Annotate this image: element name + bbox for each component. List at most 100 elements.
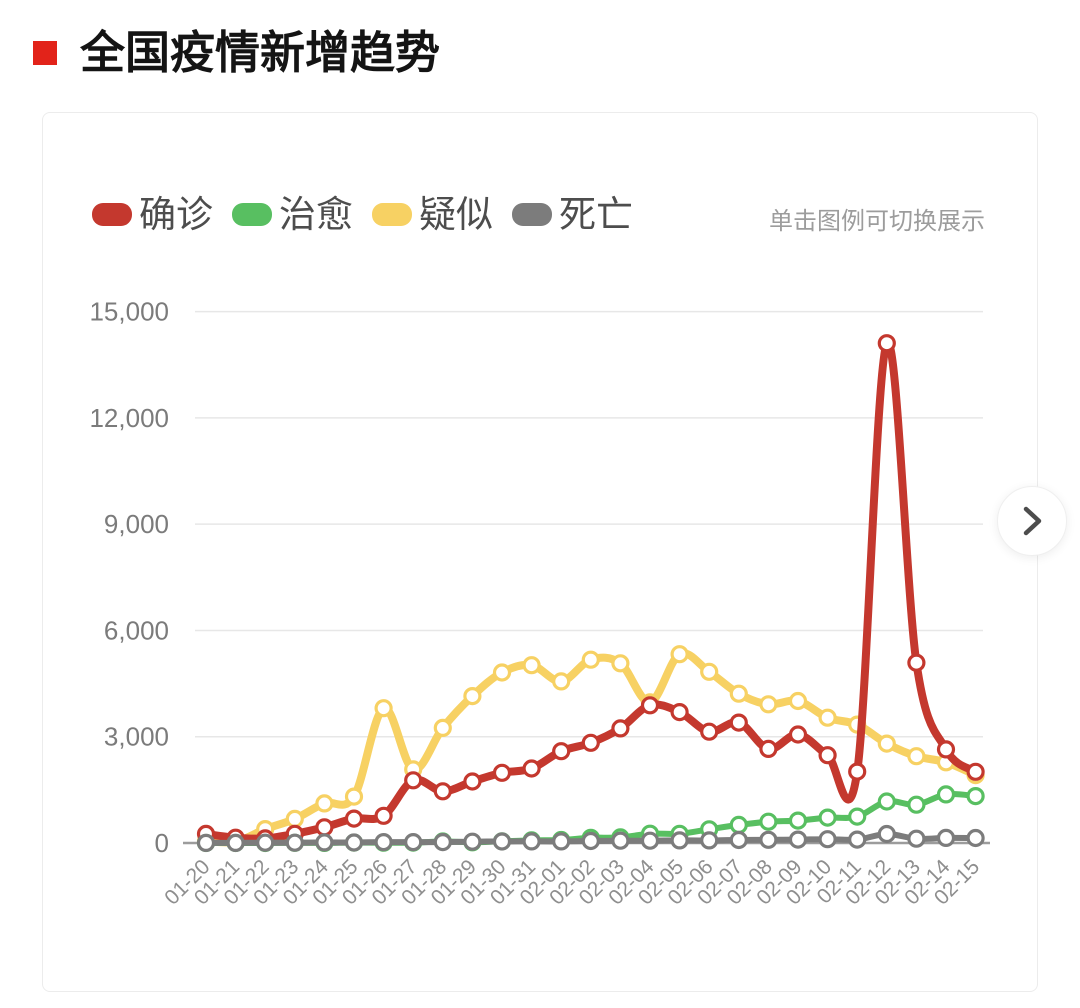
page-header: 全国疫情新增趋势 xyxy=(33,24,440,82)
data-point-marker xyxy=(463,686,482,706)
data-point-marker xyxy=(729,815,748,835)
chevron-right-icon xyxy=(1023,506,1042,536)
data-point-marker xyxy=(640,831,660,850)
legend-item-suspected[interactable]: 疑似 xyxy=(372,196,493,233)
data-point-marker xyxy=(936,828,956,848)
title-bullet-icon xyxy=(33,41,57,65)
data-point-marker xyxy=(759,812,778,831)
data-point-marker xyxy=(492,663,512,682)
data-point-marker xyxy=(936,785,956,804)
y-tick-label: 3,000 xyxy=(104,722,169,752)
data-point-marker xyxy=(552,672,571,691)
data-point-marker xyxy=(700,831,719,850)
data-point-marker xyxy=(729,830,748,850)
y-tick-label: 15,000 xyxy=(89,297,169,327)
data-point-marker xyxy=(492,832,512,851)
data-point-marker xyxy=(759,695,778,714)
data-point-marker xyxy=(788,811,808,830)
data-point-marker xyxy=(552,742,571,761)
data-point-marker xyxy=(492,763,512,782)
data-point-marker xyxy=(877,792,896,811)
data-point-marker xyxy=(196,833,216,853)
data-point-marker xyxy=(404,771,423,790)
data-point-marker xyxy=(433,718,452,738)
data-point-marker xyxy=(315,818,334,837)
data-point-marker xyxy=(433,782,452,801)
data-point-marker xyxy=(285,833,304,852)
data-point-marker xyxy=(818,746,837,765)
data-point-marker xyxy=(315,794,334,813)
data-point-marker xyxy=(729,684,748,703)
data-point-marker xyxy=(670,831,689,850)
data-point-marker xyxy=(522,832,541,851)
legend-label-cured: 治愈 xyxy=(279,193,353,235)
data-point-marker xyxy=(848,762,867,781)
legend-label-confirmed: 确诊 xyxy=(139,193,213,235)
data-point-marker xyxy=(581,733,600,752)
data-point-marker xyxy=(788,725,808,744)
data-point-marker xyxy=(700,662,719,681)
data-point-marker xyxy=(640,696,660,715)
data-point-marker xyxy=(552,832,571,851)
data-point-marker xyxy=(581,831,600,851)
data-point-marker xyxy=(463,832,482,851)
data-point-marker xyxy=(670,645,689,664)
data-point-marker xyxy=(581,650,600,669)
data-point-marker xyxy=(344,809,364,828)
data-point-marker xyxy=(285,809,304,829)
data-point-marker xyxy=(966,762,985,781)
data-point-marker xyxy=(877,734,896,753)
series-confirmed xyxy=(196,334,985,848)
data-point-marker xyxy=(433,832,452,852)
data-point-marker xyxy=(788,691,808,711)
data-point-marker xyxy=(670,702,689,722)
data-point-marker xyxy=(611,719,630,738)
data-point-marker xyxy=(877,824,896,844)
data-point-marker xyxy=(907,795,926,814)
y-tick-label: 9,000 xyxy=(104,509,169,539)
y-tick-label: 6,000 xyxy=(104,615,169,645)
series-death xyxy=(196,824,985,853)
y-tick-label: 12,000 xyxy=(89,403,169,433)
data-point-marker xyxy=(374,699,393,718)
data-point-marker xyxy=(729,713,748,732)
data-point-marker xyxy=(848,830,867,849)
legend-item-cured[interactable]: 治愈 xyxy=(232,196,353,233)
chart-legend: 确诊 治愈 疑似 死亡 xyxy=(92,196,652,233)
data-point-marker xyxy=(907,747,926,766)
legend-swatch-confirmed xyxy=(92,202,132,226)
series-markers-death xyxy=(196,824,985,853)
data-point-marker xyxy=(788,830,808,849)
y-axis-labels: 0 3,000 6,000 9,000 12,000 15,000 xyxy=(89,297,169,858)
data-point-marker xyxy=(818,808,837,827)
data-point-marker xyxy=(818,830,837,849)
x-axis-labels: 01-2001-2101-2201-2301-2401-2501-2601-27… xyxy=(160,855,984,909)
data-point-marker xyxy=(374,806,393,825)
legend-item-confirmed[interactable]: 确诊 xyxy=(92,196,213,233)
data-point-marker xyxy=(818,708,837,727)
page-title: 全国疫情新增趋势 xyxy=(80,27,441,78)
data-point-marker xyxy=(759,830,778,849)
data-point-marker xyxy=(522,759,541,778)
legend-label-suspected: 疑似 xyxy=(419,193,493,235)
data-point-marker xyxy=(315,833,334,852)
next-chart-button[interactable] xyxy=(997,486,1067,556)
data-point-marker xyxy=(966,786,985,806)
data-point-marker xyxy=(936,740,956,759)
data-point-marker xyxy=(522,656,541,675)
y-tick-label: 0 xyxy=(155,828,169,858)
data-point-marker xyxy=(907,829,926,848)
legend-label-death: 死亡 xyxy=(559,193,633,235)
data-point-marker xyxy=(848,807,867,826)
legend-swatch-cured xyxy=(232,202,272,226)
data-point-marker xyxy=(966,828,985,848)
data-point-marker xyxy=(759,739,778,759)
data-point-marker xyxy=(463,772,482,791)
data-point-marker xyxy=(907,653,926,672)
legend-swatch-suspected xyxy=(372,202,412,226)
data-point-marker xyxy=(344,787,364,806)
data-point-marker xyxy=(611,654,630,673)
legend-item-death[interactable]: 死亡 xyxy=(512,196,633,233)
series-markers-confirmed xyxy=(196,334,985,848)
